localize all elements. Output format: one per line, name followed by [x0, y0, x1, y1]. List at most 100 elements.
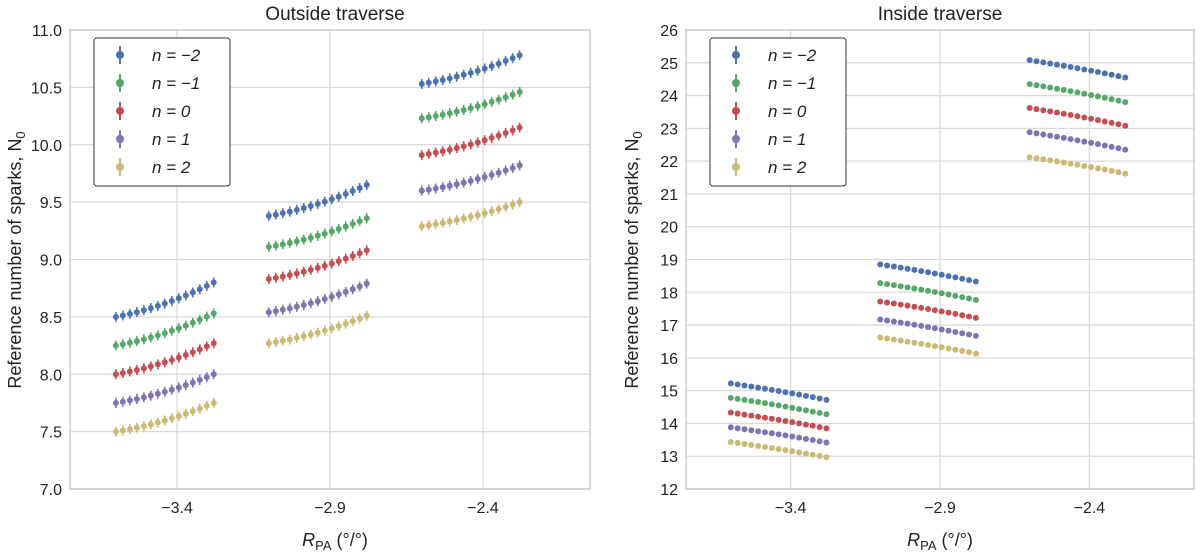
x-tick-label: −2.4: [467, 500, 499, 517]
data-point: [154, 302, 161, 309]
data-point: [314, 264, 321, 271]
data-point: [446, 110, 453, 117]
data-point: [210, 310, 217, 317]
data-point: [823, 439, 830, 446]
data-point: [816, 452, 823, 459]
data-point: [727, 409, 734, 416]
data-point: [460, 179, 467, 186]
data-point: [884, 299, 891, 306]
data-point: [349, 286, 356, 293]
data-point: [335, 323, 342, 330]
data-point: [279, 337, 286, 344]
data-point: [1040, 156, 1047, 163]
data-point: [203, 343, 210, 350]
series-3: [112, 160, 523, 408]
y-tick-label: 8.0: [40, 367, 62, 384]
data-point: [154, 390, 161, 397]
data-point: [328, 293, 335, 300]
data-point: [460, 143, 467, 150]
data-point: [768, 430, 775, 437]
data-point: [1115, 169, 1122, 176]
data-point: [1026, 81, 1033, 88]
data-point: [1026, 154, 1033, 161]
data-point: [1067, 160, 1074, 167]
data-point: [175, 354, 182, 361]
data-point: [823, 411, 830, 418]
data-point: [300, 302, 307, 309]
data-point: [1081, 114, 1088, 121]
data-point: [196, 405, 203, 412]
data-point: [516, 199, 523, 206]
data-point: [918, 340, 925, 347]
data-point: [952, 292, 959, 299]
data-point: [279, 306, 286, 313]
data-point: [1067, 136, 1074, 143]
data-point: [363, 247, 370, 254]
y-tick-label: 17: [660, 318, 678, 335]
series-3: [727, 129, 1129, 446]
data-point: [342, 320, 349, 327]
data-point: [446, 146, 453, 153]
data-point: [147, 363, 154, 370]
data-point: [734, 381, 741, 388]
data-point: [768, 386, 775, 393]
data-point: [265, 212, 272, 219]
data-point: [286, 305, 293, 312]
data-point: [1115, 97, 1122, 104]
data-point: [300, 333, 307, 340]
data-point: [789, 390, 796, 397]
data-point: [1033, 155, 1040, 162]
data-point: [126, 339, 133, 346]
data-point: [481, 101, 488, 108]
data-point: [509, 201, 516, 208]
data-point: [1074, 89, 1081, 96]
data-point: [293, 334, 300, 341]
data-point: [952, 346, 959, 353]
x-tick-label: −2.4: [1074, 500, 1106, 517]
data-point: [189, 349, 196, 356]
y-tick-label: 22: [660, 154, 678, 171]
data-point: [1094, 141, 1101, 148]
legend-marker: [732, 107, 740, 115]
data-point: [734, 410, 741, 417]
data-point: [488, 134, 495, 141]
data-point: [734, 425, 741, 432]
data-point: [1074, 137, 1081, 144]
data-point: [140, 394, 147, 401]
data-point: [342, 223, 349, 230]
data-point: [133, 424, 140, 431]
data-point: [741, 396, 748, 403]
data-point: [897, 337, 904, 344]
data-point: [1108, 119, 1115, 126]
data-point: [1081, 138, 1088, 145]
y-tick-label: 20: [660, 220, 678, 237]
legend-item: n = −2: [116, 46, 201, 65]
data-point: [823, 396, 830, 403]
data-point: [154, 419, 161, 426]
legend-label: n = 2: [768, 158, 807, 177]
data-point: [890, 263, 897, 270]
data-point: [897, 283, 904, 290]
data-point: [418, 223, 425, 230]
data-point: [446, 75, 453, 82]
legend-marker: [732, 51, 740, 59]
data-point: [782, 432, 789, 439]
data-point: [495, 206, 502, 213]
data-point: [418, 152, 425, 159]
data-point: [1081, 90, 1088, 97]
legend-item: n = 1: [732, 130, 806, 149]
data-point: [809, 437, 816, 444]
data-point: [425, 150, 432, 157]
data-point: [126, 426, 133, 433]
y-tick-label: 13: [660, 449, 678, 466]
data-point: [168, 327, 175, 334]
data-point: [727, 380, 734, 387]
legend-marker: [116, 163, 124, 171]
data-point: [363, 215, 370, 222]
data-point: [349, 252, 356, 259]
data-point: [112, 428, 119, 435]
data-point: [481, 174, 488, 181]
data-point: [342, 255, 349, 262]
y-tick-label: 15: [660, 384, 678, 401]
data-point: [425, 79, 432, 86]
